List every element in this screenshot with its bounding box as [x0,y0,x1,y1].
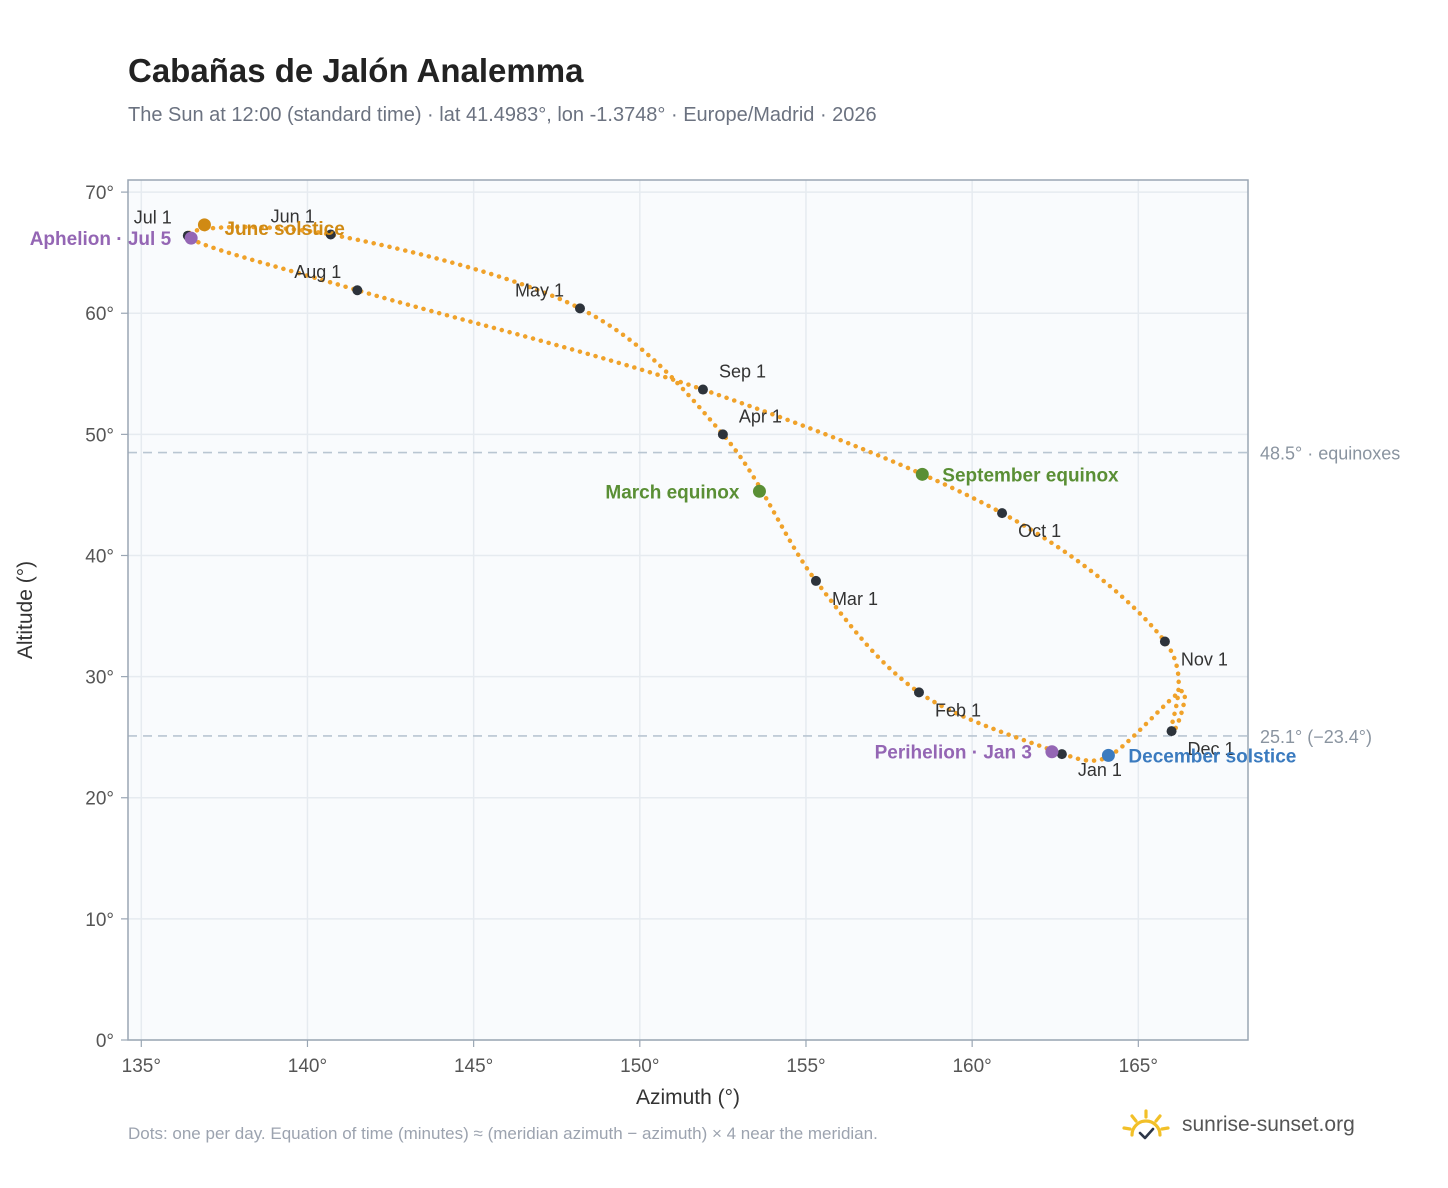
month-label: May 1 [515,280,564,300]
event-label: Aphelion · Jul 5 [30,229,172,250]
month-label: Mar 1 [832,589,878,609]
x-tick-label: 140° [288,1056,327,1077]
event-marker [915,467,929,481]
plot-background [128,180,1248,1040]
event-marker [1101,748,1115,762]
event-marker [1045,745,1059,759]
month-marker [325,229,336,240]
month-label: Aug 1 [294,262,341,282]
y-tick-label: 10° [85,910,114,931]
month-marker [697,384,708,395]
month-marker [1056,749,1067,760]
month-label: Apr 1 [739,406,782,426]
month-label: Dec 1 [1188,739,1235,759]
y-tick-label: 50° [85,425,114,446]
month-label: Nov 1 [1181,649,1228,669]
y-tick-label: 60° [85,304,114,325]
month-label: Jun 1 [271,207,315,227]
x-tick-label: 135° [122,1056,161,1077]
month-markers: Jan 1 Feb 1 Mar 1 Apr 1 May 1 Jun 1 Jul 1 Aug 1… [134,207,1235,781]
month-marker [352,285,363,296]
month-marker [574,303,585,314]
month-marker [1166,726,1177,737]
month-marker [1159,636,1170,647]
y-tick-label: 70° [85,183,114,204]
chart-title: Cabañas de Jalón Analemma [128,52,584,89]
y-axis-ticks: 0° 10° 20° 30° 40° 50° 60° 70° [85,183,128,1052]
event-label: September equinox [942,465,1119,486]
chart-subtitle: The Sun at 12:00 (standard time) · lat 4… [128,104,877,126]
plot-frame [127,179,1249,1041]
event-label: December solstice [1128,746,1296,767]
month-label: Sep 1 [719,362,766,382]
event-marker [184,231,198,245]
reference-lines: 48.5° · equinoxes 25.1° (−23.4°) [128,444,1400,747]
x-tick-label: 155° [786,1056,825,1077]
x-tick-label: 145° [454,1056,493,1077]
y-tick-label: 30° [85,668,114,689]
y-tick-label: 0° [96,1031,114,1052]
x-axis-label: Azimuth (°) [636,1086,740,1109]
event-marker [752,484,766,498]
y-tick-label: 20° [85,789,114,810]
sun-logo-icon [1122,1109,1170,1140]
y-axis-label: Altitude (°) [14,561,37,659]
month-label: Jul 1 [134,208,172,228]
x-tick-label: 165° [1119,1056,1158,1077]
month-label: Oct 1 [1018,521,1061,541]
analemma-curve [185,224,1188,763]
event-markers: March equinox September equinox June solst… [30,218,1296,767]
event-label: June solstice [224,219,344,240]
x-axis-ticks: 135° 140° 145° 150° 155° 160° 165° [122,1040,1158,1077]
month-label: Jan 1 [1078,760,1122,780]
brand: sunrise-sunset.org [1120,1100,1355,1150]
event-label: Perihelion · Jan 3 [875,743,1032,764]
event-label: March equinox [605,482,740,503]
month-marker [913,687,924,698]
month-label: Feb 1 [935,700,981,720]
reference-line-label: 25.1° (−23.4°) [1260,727,1372,747]
month-marker [997,508,1008,519]
brand-text: sunrise-sunset.org [1182,1113,1355,1136]
month-marker [717,429,728,440]
x-tick-label: 150° [620,1056,659,1077]
month-marker [810,575,821,586]
event-marker [197,218,211,232]
y-tick-label: 40° [85,546,114,567]
footnote: Dots: one per day. Equation of time (min… [128,1124,878,1143]
reference-line-label: 48.5° · equinoxes [1260,444,1400,464]
x-tick-label: 160° [952,1056,991,1077]
